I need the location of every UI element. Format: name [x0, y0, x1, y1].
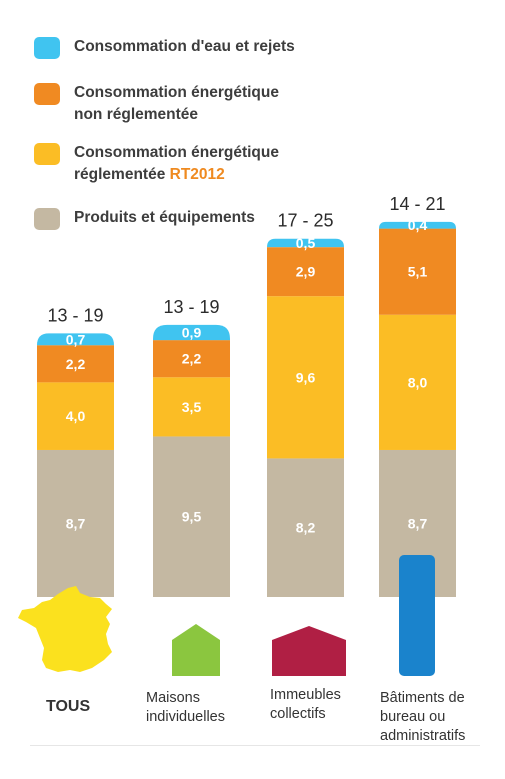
legend-item: Consommation énergétique non réglementée [34, 82, 279, 126]
range-label: 17 - 25 [277, 211, 333, 231]
bar-value-label: 8,0 [408, 374, 428, 390]
bar-segment [37, 449, 114, 597]
bar-value-label: 2,9 [296, 264, 316, 280]
category-label: TOUS [46, 698, 91, 715]
legend-swatch [34, 83, 60, 105]
bar-value-label: 9,6 [296, 369, 316, 385]
bar-segment [153, 324, 230, 341]
bar-value-label: 0,4 [408, 217, 428, 233]
legend-swatch [34, 37, 60, 59]
bar-value-label: 8,7 [66, 515, 86, 531]
bar-value-label: 8,7 [408, 515, 428, 531]
legend-swatch [34, 208, 60, 230]
legend-label-line: réglementée [74, 166, 166, 183]
bar-value-label: 2,2 [182, 351, 202, 367]
bar-segment [379, 228, 456, 315]
legend-item: Produits et équipements [34, 207, 255, 230]
legend-label: Produits et équipements [74, 207, 255, 229]
legend-label-line: non réglementée [74, 106, 199, 123]
bar-value-label: 4,0 [66, 408, 86, 424]
bar-segment [267, 458, 344, 597]
legend-swatch [34, 143, 60, 165]
category-label: Bâtiments de bureau ou administratifs [380, 690, 466, 744]
bar-segment [153, 340, 230, 378]
bar-value-label: 2,2 [66, 356, 86, 372]
bar-segment [379, 314, 456, 450]
bar-segment [379, 221, 456, 229]
bar-value-label: 0,5 [296, 235, 316, 251]
bar-segment [153, 436, 230, 597]
divider [30, 745, 480, 746]
range-label: 13 - 19 [47, 305, 103, 325]
legend-label-line: Produits et équipements [74, 209, 255, 226]
house-icon [172, 624, 220, 676]
range-label: 13 - 19 [163, 297, 219, 317]
building-icon [272, 626, 346, 676]
bar-segment [37, 345, 114, 383]
range-label: 14 - 21 [389, 194, 445, 214]
legend-label-line: Consommation énergétique [74, 144, 279, 161]
category-label: Maisons individuelles [146, 690, 225, 725]
france-map-icon [18, 586, 112, 672]
bar-segment [267, 238, 344, 248]
legend-label: Consommation énergétique non réglementée [74, 82, 279, 126]
bar-segment [267, 296, 344, 459]
legend-accent: RT2012 [165, 166, 225, 183]
legend-label: Consommation énergétique réglementée RT20… [74, 142, 279, 186]
category-label: Immeubles collectifs [270, 687, 341, 722]
bar-value-label: 0,9 [182, 325, 202, 341]
bar-value-label: 5,1 [408, 264, 428, 280]
legend-item: Consommation énergétique réglementée RT20… [34, 142, 279, 186]
legend-label-line: Consommation d'eau et rejets [74, 38, 295, 55]
office-tower-icon [399, 555, 435, 676]
bar-value-label: 0,7 [66, 331, 86, 347]
bar-segment [267, 247, 344, 297]
bar-segment [37, 382, 114, 450]
legend-label: Consommation d'eau et rejets [74, 36, 295, 58]
bar-value-label: 9,5 [182, 509, 202, 525]
legend-item: Consommation d'eau et rejets [34, 36, 295, 59]
bar-value-label: 3,5 [182, 399, 202, 415]
legend-label-line: Consommation énergétique [74, 84, 279, 101]
bar-segment [37, 333, 114, 346]
bar-value-label: 8,2 [296, 520, 316, 536]
bar-segment [153, 377, 230, 437]
